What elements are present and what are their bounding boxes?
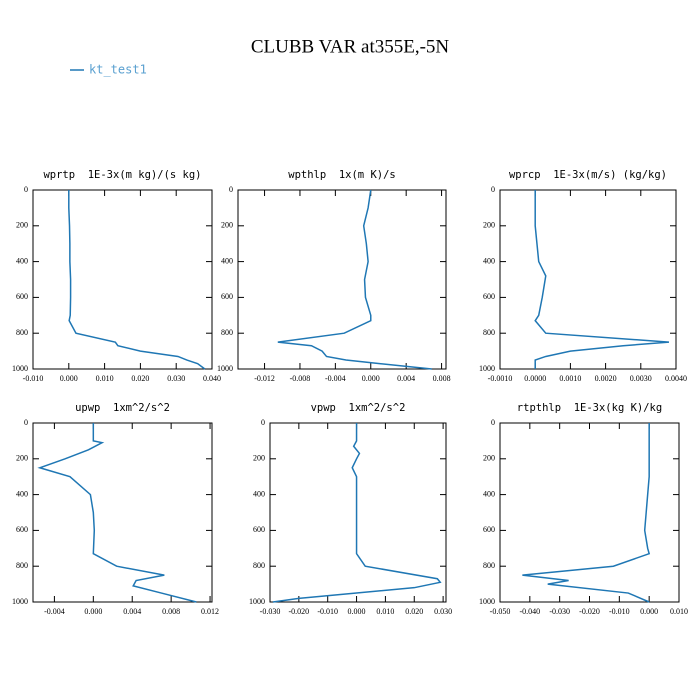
y-tick-label: 600 [483, 292, 495, 301]
y-tick-label: 200 [483, 221, 495, 230]
x-tick-label: -0.030 [260, 607, 281, 616]
y-tick-label: 600 [483, 525, 495, 534]
series-line [68, 190, 206, 370]
y-tick-label: 200 [16, 221, 28, 230]
y-tick-label: 400 [483, 489, 495, 498]
x-tick-label: 0.030 [167, 374, 185, 383]
y-tick-label: 800 [221, 328, 233, 337]
y-tick-label: 400 [221, 256, 233, 265]
y-tick-label: 800 [253, 561, 265, 570]
y-tick-label: 800 [483, 561, 495, 570]
x-tick-label: 0.012 [201, 607, 219, 616]
x-tick-label: 0.008 [433, 374, 451, 383]
x-tick-label: 0.010 [376, 607, 394, 616]
x-tick-label: -0.030 [549, 607, 570, 616]
x-tick-label: 0.0010 [559, 374, 581, 383]
x-tick-label: 0.010 [670, 607, 688, 616]
plot-frame [32, 422, 213, 603]
x-tick-label: 0.004 [397, 374, 415, 383]
x-tick-label: 0.000 [640, 607, 658, 616]
y-tick-label: 800 [16, 328, 28, 337]
y-tick-label: 1000 [217, 364, 233, 373]
y-tick-label: 800 [483, 328, 495, 337]
x-tick-label: -0.050 [490, 607, 511, 616]
x-tick-label: 0.000 [84, 607, 102, 616]
x-tick-label: 0.000 [362, 374, 380, 383]
x-tick-label: -0.020 [289, 607, 310, 616]
y-tick-label: 600 [16, 292, 28, 301]
x-tick-label: -0.020 [579, 607, 600, 616]
legend-label: kt_test1 [89, 63, 147, 77]
figure-title: CLUBB VAR at355E,-5N [251, 36, 450, 57]
y-tick-label: 400 [253, 489, 265, 498]
y-tick-label: 1000 [12, 364, 28, 373]
y-tick-label: 400 [16, 489, 28, 498]
y-tick-label: 0 [24, 185, 28, 194]
x-tick-label: 0.0000 [524, 374, 546, 383]
x-tick-label: 0.0040 [665, 374, 687, 383]
x-tick-label: -0.010 [317, 607, 338, 616]
x-tick-label: -0.040 [519, 607, 540, 616]
x-tick-label: 0.010 [96, 374, 114, 383]
series-line [534, 190, 670, 369]
y-tick-label: 200 [221, 221, 233, 230]
y-tick-label: 1000 [479, 597, 495, 606]
x-tick-label: 0.008 [162, 607, 180, 616]
y-tick-label: 400 [483, 256, 495, 265]
y-tick-label: 1000 [12, 597, 28, 606]
x-tick-label: 0.030 [434, 607, 452, 616]
y-tick-label: 200 [483, 454, 495, 463]
series-line [277, 189, 432, 370]
x-tick-label: -0.012 [254, 374, 275, 383]
x-tick-label: 0.004 [123, 607, 141, 616]
x-tick-label: 0.0030 [630, 374, 652, 383]
series-line [37, 423, 197, 603]
y-tick-label: 600 [16, 525, 28, 534]
x-tick-label: 0.000 [348, 607, 366, 616]
y-tick-label: 200 [253, 454, 265, 463]
y-tick-label: 400 [16, 256, 28, 265]
panel-title: upwp 1xm^2/s^2 [75, 402, 170, 414]
plot-frame [269, 422, 447, 603]
x-tick-label: -0.004 [44, 607, 65, 616]
y-tick-label: 0 [261, 418, 265, 427]
y-tick-label: 200 [16, 454, 28, 463]
y-tick-label: 1000 [249, 597, 265, 606]
x-tick-label: -0.010 [609, 607, 630, 616]
y-tick-label: 600 [221, 292, 233, 301]
y-tick-label: 0 [24, 418, 28, 427]
panel-title: wprcp 1E-3x(m/s) (kg/kg) [509, 169, 667, 181]
panel-title: wprtp 1E-3x(m kg)/(s kg) [43, 169, 201, 181]
x-tick-label: -0.010 [23, 374, 44, 383]
x-tick-label: 0.000 [60, 374, 78, 383]
y-tick-label: 0 [491, 185, 495, 194]
panel-title: vpwp 1xm^2/s^2 [311, 402, 406, 414]
series-line [272, 423, 442, 603]
x-tick-label: 0.020 [131, 374, 149, 383]
plot-frame [237, 189, 447, 370]
x-tick-label: -0.004 [325, 374, 346, 383]
x-tick-label: 0.020 [405, 607, 423, 616]
y-tick-label: 1000 [479, 364, 495, 373]
y-tick-label: 800 [16, 561, 28, 570]
x-tick-label: 0.0020 [595, 374, 617, 383]
plot-frame [499, 189, 677, 370]
x-tick-label: -0.008 [290, 374, 311, 383]
x-tick-label: -0.0010 [488, 374, 513, 383]
y-tick-label: 0 [229, 185, 233, 194]
y-tick-label: 600 [253, 525, 265, 534]
series-line [522, 423, 651, 603]
y-tick-label: 0 [491, 418, 495, 427]
panel-title: rtpthlp 1E-3x(kg K)/kg [517, 402, 662, 414]
plot-frame [32, 189, 213, 370]
x-tick-label: 0.040 [203, 374, 221, 383]
panel-title: wpthlp 1x(m K)/s [288, 169, 395, 181]
